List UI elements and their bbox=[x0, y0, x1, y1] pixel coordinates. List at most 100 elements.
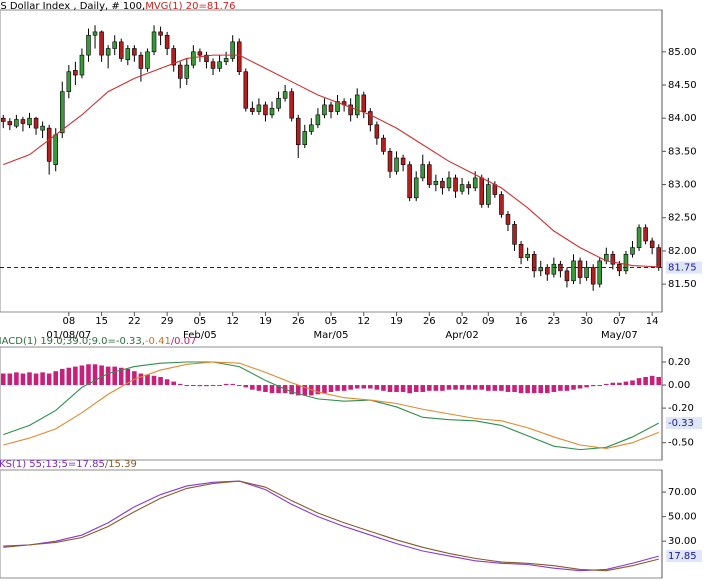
x-tick-label: 23 bbox=[547, 316, 560, 327]
candle-body bbox=[525, 253, 530, 258]
candle-body bbox=[53, 134, 58, 165]
candle-body bbox=[105, 48, 111, 56]
histogram-bar bbox=[387, 385, 393, 392]
x-tick-label: 12 bbox=[226, 316, 239, 327]
histogram-bar bbox=[603, 383, 609, 386]
candle-body bbox=[551, 263, 557, 275]
histogram-bar bbox=[236, 385, 242, 387]
candle-body bbox=[486, 184, 491, 205]
x-tick-label: 30 bbox=[580, 316, 593, 327]
candle-body bbox=[387, 151, 393, 172]
candle-body bbox=[577, 260, 583, 278]
candle-body bbox=[499, 194, 504, 215]
histogram-bar bbox=[486, 385, 491, 391]
histogram-bar bbox=[73, 366, 78, 386]
histogram-bar bbox=[341, 385, 347, 391]
histogram-bar bbox=[446, 385, 452, 390]
candle-body bbox=[420, 164, 426, 179]
x-tick-label: 16 bbox=[515, 316, 528, 327]
histogram-bar bbox=[217, 385, 222, 387]
histogram-bar bbox=[558, 385, 563, 391]
histogram-bar bbox=[413, 385, 419, 392]
candle-body bbox=[184, 64, 190, 79]
candle-body bbox=[282, 91, 288, 99]
histogram-bar bbox=[518, 385, 524, 394]
candle-body bbox=[309, 124, 314, 132]
candle-body bbox=[453, 177, 458, 192]
x-tick-label: 02 bbox=[456, 316, 469, 327]
candle-body bbox=[263, 104, 268, 116]
x-tick-label: 19 bbox=[259, 316, 272, 327]
last-value-label: 81.75 bbox=[668, 263, 697, 274]
histogram-bar bbox=[256, 385, 262, 391]
y-tick-label: -0.50 bbox=[668, 438, 694, 449]
histogram-bar bbox=[656, 376, 662, 386]
candle-body bbox=[269, 107, 275, 116]
histogram-bar bbox=[53, 371, 59, 386]
candle-body bbox=[177, 64, 183, 79]
candle-body bbox=[92, 31, 98, 36]
candle-body bbox=[191, 51, 196, 66]
candle-body bbox=[112, 41, 117, 49]
candle-body bbox=[394, 157, 399, 172]
candle-body bbox=[132, 48, 137, 56]
candle-body bbox=[256, 104, 262, 112]
candle-body bbox=[492, 184, 498, 195]
y-tick-label: 83.50 bbox=[668, 146, 697, 157]
candle-body bbox=[1, 117, 6, 122]
candle-body bbox=[46, 127, 52, 162]
histogram-bar bbox=[466, 385, 471, 390]
histogram-bar bbox=[223, 383, 229, 386]
histogram-bar bbox=[354, 385, 360, 389]
candle-body bbox=[125, 48, 131, 61]
month-label: May/07 bbox=[601, 330, 638, 341]
histogram-bar bbox=[118, 367, 124, 386]
histogram-bar bbox=[86, 364, 91, 386]
x-tick-label: 14 bbox=[646, 316, 659, 327]
candle-body bbox=[656, 247, 661, 268]
candle-body bbox=[643, 227, 648, 242]
histogram-bar bbox=[505, 385, 511, 392]
histogram-bar bbox=[394, 385, 399, 392]
candle-body bbox=[138, 54, 144, 69]
y-tick-label: 84.00 bbox=[668, 113, 697, 124]
histogram-bar bbox=[459, 385, 465, 390]
x-tick-label: 08 bbox=[62, 316, 75, 327]
candle-body bbox=[164, 34, 170, 49]
candle-body bbox=[374, 124, 380, 139]
y-tick-label: 70.00 bbox=[668, 487, 697, 498]
y-tick-label: 0.20 bbox=[668, 357, 690, 368]
indicator-line bbox=[3, 361, 659, 450]
histogram-bar bbox=[112, 366, 117, 386]
y-tick-label: 84.50 bbox=[668, 80, 697, 91]
indicator-line bbox=[3, 480, 659, 572]
histogram-bar bbox=[472, 385, 478, 390]
histogram-bar bbox=[649, 375, 655, 386]
candle-body bbox=[40, 125, 45, 131]
candle-body bbox=[223, 58, 229, 63]
histogram-bar bbox=[197, 385, 203, 387]
histogram-bar bbox=[564, 385, 570, 391]
candle-body bbox=[7, 121, 13, 126]
histogram-bar bbox=[59, 368, 65, 386]
histogram-bar bbox=[433, 385, 439, 391]
histogram-bar bbox=[479, 385, 485, 390]
panel-title: US Dollar Index , Daily, # 100,MVG(1) 20… bbox=[0, 1, 235, 12]
candle-body bbox=[295, 117, 301, 146]
histogram-bar bbox=[7, 373, 13, 386]
candle-body bbox=[197, 51, 203, 56]
indicator-line bbox=[3, 480, 659, 572]
candle-body bbox=[649, 240, 655, 248]
x-tick-label: 15 bbox=[95, 316, 108, 327]
histogram-bar bbox=[171, 381, 176, 386]
histogram-bar bbox=[538, 385, 544, 394]
candle-body bbox=[354, 94, 360, 116]
x-tick-label: 09 bbox=[482, 316, 495, 327]
histogram-bar bbox=[269, 385, 275, 394]
histogram-bar bbox=[322, 385, 327, 394]
histogram-bar bbox=[381, 385, 386, 391]
x-tick-label: 22 bbox=[128, 316, 141, 327]
histogram-bar bbox=[302, 385, 308, 396]
